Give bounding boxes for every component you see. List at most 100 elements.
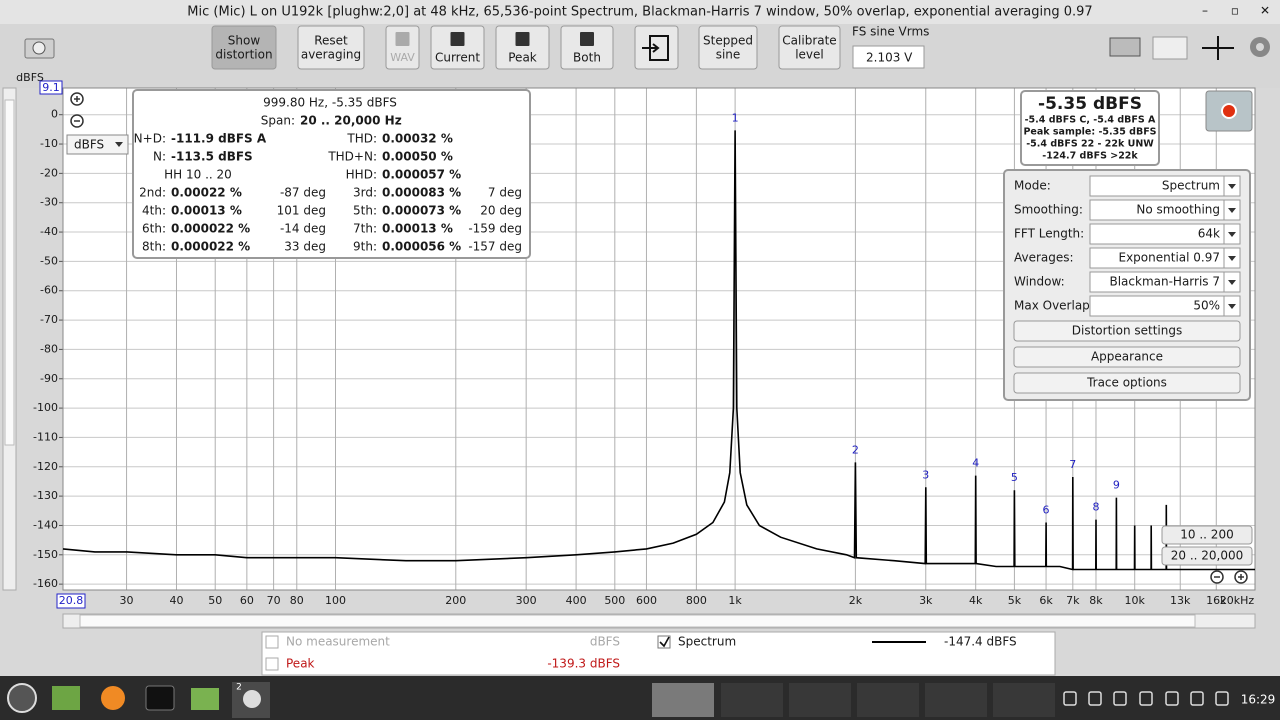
- tray-icon[interactable]: [1063, 691, 1077, 706]
- range-button[interactable]: 20 .. 20,000: [1161, 546, 1253, 566]
- range-button[interactable]: 10 .. 200: [1161, 525, 1253, 545]
- button-label: Both: [573, 51, 601, 65]
- view-icons[interactable]: [1109, 36, 1270, 60]
- zoom-button[interactable]: [70, 114, 84, 128]
- settings-button[interactable]: Appearance: [1013, 346, 1241, 368]
- dropdown[interactable]: Blackman-Harris 7: [1089, 271, 1241, 293]
- info-header: 999.80 Hz, -5.35 dBFS: [263, 96, 397, 110]
- spectrum-trace: [62, 130, 1255, 571]
- overlays: dBFS 10 .. 200 20 .. 20,000 999.80 Hz, -5.3…: [66, 89, 1253, 584]
- dropdown[interactable]: Spectrum: [1089, 175, 1241, 197]
- toolbar-button[interactable]: Current: [430, 25, 485, 70]
- workspace-badge: 2: [236, 683, 242, 693]
- button-face: [1161, 525, 1253, 545]
- dropdown[interactable]: Exponential 0.97: [1089, 247, 1241, 269]
- close[interactable]: ✕: [1260, 4, 1270, 18]
- legend-value: -139.3 dBFS: [547, 657, 620, 671]
- zoom-button[interactable]: [1234, 570, 1248, 584]
- y-tick-label: -40: [40, 225, 58, 238]
- zoom-button[interactable]: [1210, 570, 1224, 584]
- tray-icon[interactable]: [1088, 691, 1102, 706]
- fs-sine-input[interactable]: [852, 45, 925, 69]
- y-axis-label: dBFS: [16, 71, 44, 84]
- legend-value: dBFS: [590, 635, 620, 649]
- button-face: [1013, 372, 1241, 394]
- harmonic-order: 4th:: [142, 204, 166, 218]
- system-tray[interactable]: [1063, 691, 1229, 706]
- tray-icon[interactable]: [1190, 691, 1204, 706]
- toolbar-button[interactable]: Peak: [495, 25, 550, 70]
- info-value: -113.5 dBFS: [171, 150, 253, 164]
- span-value: 20 .. 20,000 Hz: [300, 114, 402, 128]
- harmonic-label: 1: [732, 111, 739, 124]
- level-main: -5.35 dBFS: [1038, 94, 1142, 114]
- zoom-button[interactable]: [70, 92, 84, 106]
- y-top-box: [39, 80, 63, 95]
- y-tick-label: -30: [40, 196, 58, 209]
- combo-arrow: [1228, 280, 1236, 285]
- x-tick-label: 1k: [728, 594, 742, 607]
- harmonic-order: 9th:: [353, 240, 377, 254]
- button-label: Current: [435, 51, 480, 65]
- minimize[interactable]: –: [1202, 4, 1208, 18]
- panel-box: [1020, 90, 1160, 166]
- combo-arrow: [1228, 184, 1236, 189]
- tray-icon[interactable]: [1139, 691, 1153, 706]
- info-label: N+D:: [134, 132, 166, 146]
- tray-icon[interactable]: [1215, 691, 1229, 706]
- y-tick-label: -100: [33, 401, 58, 414]
- checkbox[interactable]: [265, 657, 279, 671]
- harmonic-phase: -157 deg: [468, 240, 522, 254]
- legend-name: No measurement: [286, 635, 390, 649]
- settings-button[interactable]: Trace options: [1013, 372, 1241, 394]
- info-value: 0.00032 %: [382, 132, 453, 146]
- settings-button[interactable]: Distortion settings: [1013, 320, 1241, 342]
- camera-icon[interactable]: [24, 38, 55, 59]
- info-label: THD+N:: [327, 150, 377, 164]
- button-label: distortion: [215, 48, 272, 62]
- dropdown[interactable]: 64k: [1089, 223, 1241, 245]
- toolbar-button[interactable]: Both: [560, 25, 614, 70]
- maximize[interactable]: ▫: [1231, 4, 1239, 18]
- floppy-icon: [515, 32, 530, 46]
- button-face: [698, 25, 758, 70]
- combo: [1089, 223, 1241, 245]
- field-value: Blackman-Harris 7: [1109, 275, 1220, 289]
- button-label: 20 .. 20,000: [1171, 549, 1244, 563]
- field-label: Max Overlap:: [1014, 299, 1094, 313]
- field-label: FFT Length:: [1014, 227, 1084, 241]
- harmonic-level: 0.000083 %: [382, 186, 461, 200]
- info-label: HH 10 .. 20: [164, 168, 232, 182]
- taskbar-icons[interactable]: [7, 682, 1204, 718]
- unit-selector[interactable]: dBFS: [66, 134, 129, 155]
- checkbox[interactable]: [265, 635, 279, 649]
- check-mark: [659, 636, 670, 648]
- v-scroll-thumb[interactable]: [4, 99, 15, 446]
- field-label: Smoothing:: [1014, 203, 1083, 217]
- tray-icon[interactable]: [1113, 691, 1127, 706]
- info-value: -111.9 dBFS A: [171, 132, 267, 146]
- button-label: sine: [716, 48, 741, 62]
- record-button[interactable]: [1205, 90, 1253, 132]
- export-button[interactable]: [634, 25, 679, 70]
- toolbar-button[interactable]: WAV: [385, 25, 420, 70]
- tray-icon[interactable]: [1165, 691, 1179, 706]
- x-tick-label: 300: [516, 594, 537, 607]
- level-line: -5.4 dBFS C, -5.4 dBFS A: [1025, 115, 1156, 126]
- span-label: Span:: [261, 114, 295, 128]
- dropdown[interactable]: 50%: [1089, 295, 1241, 317]
- level-line: Peak sample: -5.35 dBFS: [1023, 127, 1156, 138]
- field-value: Spectrum: [1162, 179, 1220, 193]
- combo-arrow: [1228, 208, 1236, 213]
- x-tick-label: 50: [208, 594, 222, 607]
- h-scroll-thumb[interactable]: [79, 614, 1196, 628]
- field-value: No smoothing: [1136, 203, 1220, 217]
- field-label: Averages:: [1014, 251, 1074, 265]
- field-value: Exponential 0.97: [1119, 251, 1221, 265]
- dropdown[interactable]: No smoothing: [1089, 199, 1241, 221]
